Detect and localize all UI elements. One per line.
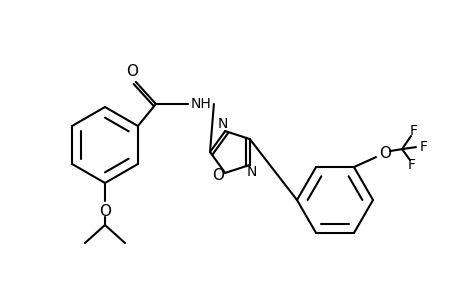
Text: N: N <box>218 117 228 131</box>
Text: F: F <box>407 158 415 172</box>
Text: F: F <box>409 124 417 138</box>
Text: O: O <box>212 168 224 183</box>
Text: F: F <box>419 140 427 154</box>
Text: N: N <box>246 165 257 179</box>
Text: O: O <box>378 146 390 160</box>
Text: O: O <box>126 64 138 79</box>
Text: NH: NH <box>190 97 211 111</box>
Text: O: O <box>99 203 111 218</box>
